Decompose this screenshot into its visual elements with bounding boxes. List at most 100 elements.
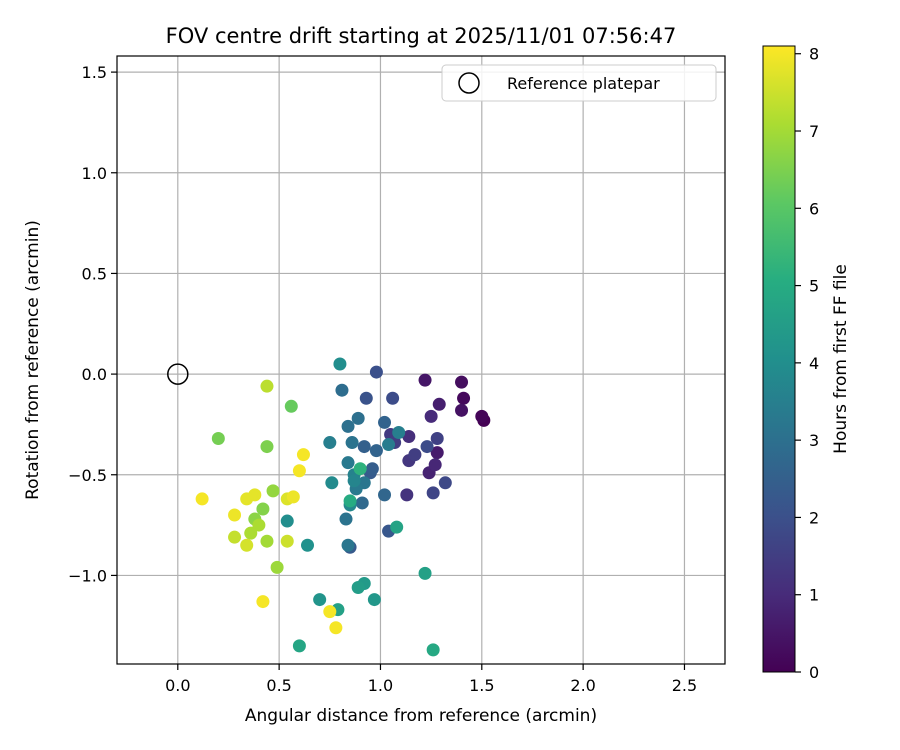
data-point-75 bbox=[280, 534, 294, 548]
data-point-31 bbox=[378, 488, 392, 502]
grid-lines bbox=[117, 56, 725, 664]
data-point-37 bbox=[339, 512, 353, 526]
colorbar-tick-label-6: 6 bbox=[809, 199, 819, 218]
data-point-50 bbox=[280, 514, 294, 528]
data-point-83 bbox=[296, 448, 310, 462]
colorbar-ticks: 0 1 2 3 4 5 6 7 8 bbox=[795, 45, 819, 682]
data-point-18 bbox=[426, 486, 440, 500]
data-point-73 bbox=[260, 379, 274, 393]
data-point-58 bbox=[390, 520, 404, 534]
x-tick-label-5: 2.5 bbox=[672, 676, 697, 695]
data-point-43 bbox=[392, 425, 406, 439]
data-point-33 bbox=[335, 383, 349, 397]
data-point-65 bbox=[260, 440, 274, 454]
data-point-16 bbox=[408, 448, 422, 462]
colorbar-tick-label-5: 5 bbox=[809, 277, 819, 296]
data-point-34 bbox=[341, 419, 355, 433]
data-point-53 bbox=[367, 593, 381, 607]
colorbar: 0 1 2 3 4 5 6 7 8 Hours from first FF file bbox=[762, 45, 851, 682]
legend-marker bbox=[458, 72, 480, 94]
data-point-29 bbox=[369, 444, 383, 458]
data-point-7 bbox=[432, 397, 446, 411]
y-tick-label-2: 0.0 bbox=[82, 365, 107, 384]
data-point-22 bbox=[369, 365, 383, 379]
colorbar-tick-label-7: 7 bbox=[809, 122, 819, 141]
y-axis-label: Rotation from reference (arcmin) bbox=[23, 220, 43, 500]
data-point-81 bbox=[286, 490, 300, 504]
data-point-9 bbox=[428, 458, 442, 472]
data-point-10 bbox=[424, 409, 438, 423]
data-point-17 bbox=[430, 432, 444, 446]
chart-title: FOV centre drift starting at 2025/11/01 … bbox=[166, 24, 677, 48]
x-axis-label: Angular distance from reference (arcmin) bbox=[245, 706, 597, 726]
data-point-80 bbox=[228, 508, 242, 522]
data-point-1 bbox=[475, 409, 489, 423]
y-tick-label-5: 1.5 bbox=[82, 63, 107, 82]
data-point-30 bbox=[378, 415, 392, 429]
data-point-6 bbox=[430, 446, 444, 460]
data-point-68 bbox=[266, 484, 280, 498]
x-axis-ticks: 0.0 0.5 1.0 1.5 2.0 2.5 bbox=[165, 664, 697, 695]
data-point-48 bbox=[325, 476, 339, 490]
data-point-19 bbox=[438, 476, 452, 490]
data-point-32 bbox=[355, 496, 369, 510]
data-point-2 bbox=[457, 391, 471, 405]
data-point-35 bbox=[351, 411, 365, 425]
data-point-51 bbox=[301, 538, 315, 552]
colorbar-gradient bbox=[762, 45, 796, 673]
data-point-41 bbox=[341, 456, 355, 470]
y-tick-label-0: −1.0 bbox=[68, 566, 107, 585]
data-point-66 bbox=[256, 502, 270, 516]
reference-marker-group bbox=[167, 363, 189, 385]
data-point-27 bbox=[365, 462, 379, 476]
data-point-64 bbox=[211, 432, 225, 446]
data-point-70 bbox=[260, 534, 274, 548]
plot-frame bbox=[116, 55, 726, 665]
data-point-36 bbox=[345, 436, 359, 450]
data-point-86 bbox=[323, 605, 337, 619]
x-tick-label-3: 1.5 bbox=[469, 676, 494, 695]
data-point-38 bbox=[341, 538, 355, 552]
data-point-21 bbox=[386, 391, 400, 405]
data-point-4 bbox=[455, 403, 469, 417]
data-point-23 bbox=[359, 391, 373, 405]
colorbar-tick-label-3: 3 bbox=[809, 431, 819, 450]
data-point-49 bbox=[333, 357, 347, 371]
data-point-3 bbox=[455, 375, 469, 389]
colorbar-tick-label-2: 2 bbox=[809, 508, 819, 527]
colorbar-tick-label-4: 4 bbox=[809, 354, 819, 373]
colorbar-tick-label-1: 1 bbox=[809, 586, 819, 605]
colorbar-tick-label-8: 8 bbox=[809, 45, 819, 64]
data-point-76 bbox=[240, 538, 254, 552]
legend-box bbox=[441, 64, 717, 102]
colorbar-label: Hours from first FF file bbox=[831, 264, 851, 454]
x-tick-label-2: 1.0 bbox=[368, 676, 393, 695]
colorbar-tick-label-0: 0 bbox=[809, 663, 819, 682]
y-tick-label-3: 0.5 bbox=[82, 264, 107, 283]
data-point-79 bbox=[240, 492, 254, 506]
data-point-82 bbox=[292, 464, 306, 478]
data-point-57 bbox=[418, 566, 432, 580]
data-points bbox=[195, 357, 491, 657]
x-tick-label-4: 2.0 bbox=[570, 676, 595, 695]
data-point-71 bbox=[252, 518, 266, 532]
data-point-59 bbox=[292, 639, 306, 653]
data-point-42 bbox=[382, 438, 396, 452]
data-point-60 bbox=[426, 643, 440, 657]
data-point-28 bbox=[357, 440, 371, 454]
reference-marker bbox=[167, 363, 189, 385]
data-point-74 bbox=[228, 530, 242, 544]
data-point-44 bbox=[323, 436, 337, 450]
data-point-85 bbox=[256, 595, 270, 609]
data-point-5 bbox=[418, 373, 432, 387]
data-point-52 bbox=[313, 593, 327, 607]
data-point-84 bbox=[195, 492, 209, 506]
data-point-72 bbox=[244, 526, 258, 540]
data-point-61 bbox=[343, 494, 357, 508]
x-tick-label-0: 0.0 bbox=[165, 676, 190, 695]
data-point-55 bbox=[351, 580, 365, 594]
data-point-63 bbox=[284, 399, 298, 413]
x-tick-label-1: 0.5 bbox=[266, 676, 291, 695]
data-point-12 bbox=[400, 488, 414, 502]
